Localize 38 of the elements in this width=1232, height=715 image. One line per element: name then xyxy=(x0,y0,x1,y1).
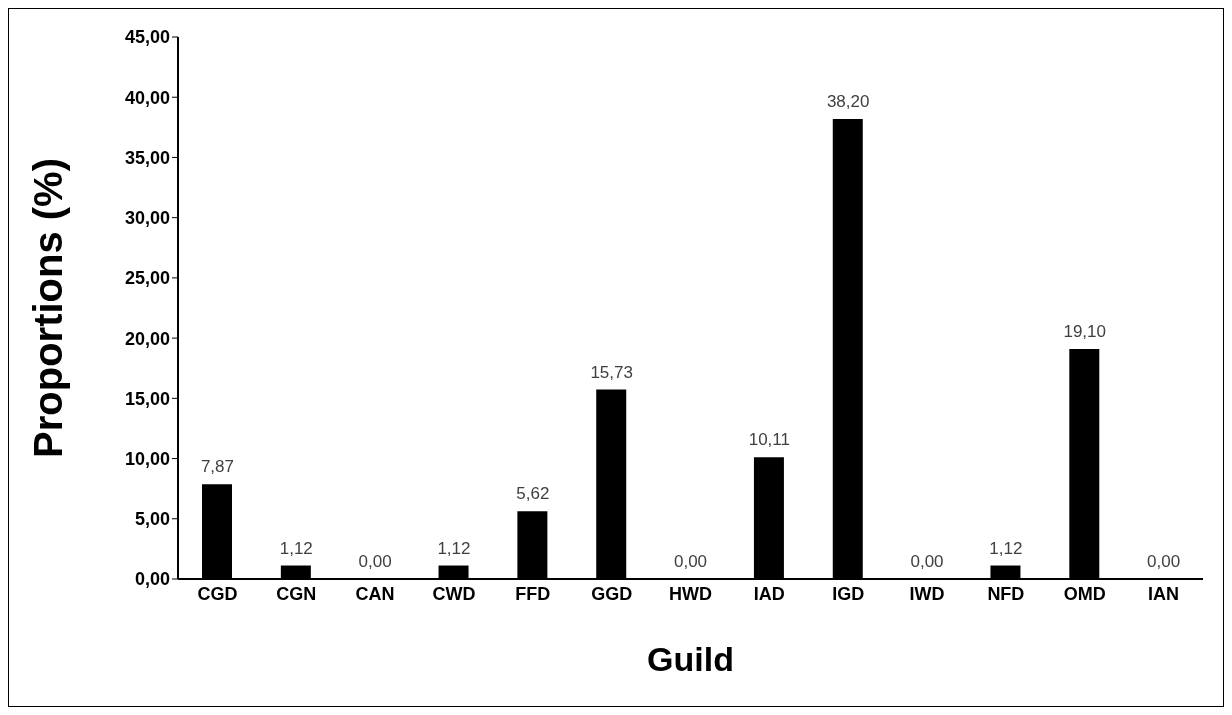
y-tick-label: 0,00 xyxy=(134,569,170,590)
data-label: 5,62 xyxy=(516,484,550,504)
x-tick-label: CAN xyxy=(355,583,395,604)
y-tick-label: 45,00 xyxy=(124,27,170,48)
data-label: 10,11 xyxy=(748,430,790,450)
x-tick-label: NFD xyxy=(987,583,1025,604)
data-label: 1,12 xyxy=(279,538,313,558)
x-tick-label: OMD xyxy=(1063,583,1106,604)
x-tick-label: IAN xyxy=(1148,583,1180,604)
data-label: 0,00 xyxy=(358,552,392,571)
data-label: 0,00 xyxy=(1147,552,1181,571)
x-tick-label: CGD xyxy=(197,583,238,604)
x-axis-title: Guild xyxy=(647,640,734,678)
y-tick-label: 35,00 xyxy=(124,147,170,168)
y-tick-label: 10,00 xyxy=(124,448,170,469)
data-label: 19,10 xyxy=(1063,321,1106,341)
x-tick-label: GGD xyxy=(591,583,633,604)
y-tick-label: 40,00 xyxy=(124,87,170,108)
x-tick-label: IGD xyxy=(832,583,865,604)
x-tick-label: FFD xyxy=(515,583,551,604)
data-label: 15,73 xyxy=(590,362,633,382)
x-tick-label: CGN xyxy=(276,583,317,604)
data-label: 1,12 xyxy=(437,538,471,558)
data-label: 38,20 xyxy=(826,91,870,111)
y-tick-label: 25,00 xyxy=(124,268,170,289)
x-tick-label: IWD xyxy=(909,583,945,604)
x-tick-label: CWD xyxy=(432,583,476,604)
y-tick-label: 15,00 xyxy=(124,388,170,409)
y-tick-label: 30,00 xyxy=(124,208,170,229)
data-label: 1,12 xyxy=(989,538,1023,558)
data-label: 7,87 xyxy=(200,457,234,477)
y-axis-title: Proportions (%) xyxy=(26,158,71,458)
x-tick-label: HWD xyxy=(669,583,712,604)
data-label: 0,00 xyxy=(910,552,944,571)
x-tick-label: IAD xyxy=(753,583,785,604)
data-label: 0,00 xyxy=(673,552,708,571)
y-tick-label: 20,00 xyxy=(124,328,170,349)
y-tick-label: 5,00 xyxy=(134,509,170,530)
